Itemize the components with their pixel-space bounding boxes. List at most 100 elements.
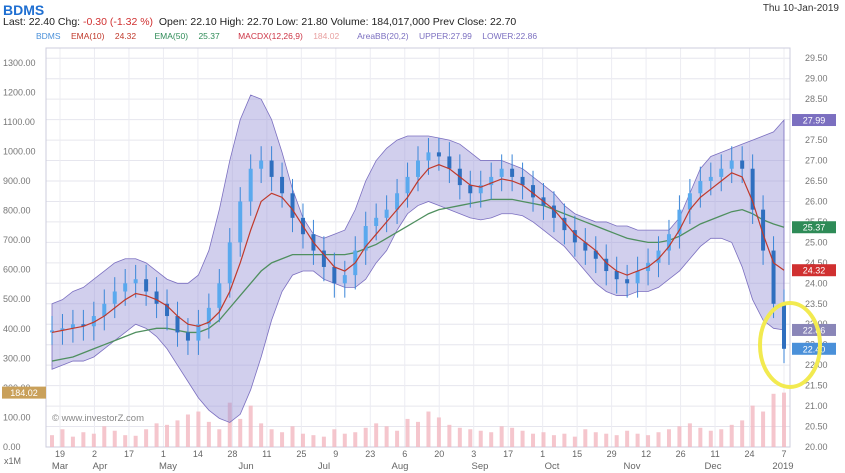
bollinger-band-area bbox=[51, 94, 785, 423]
volume-bar bbox=[656, 432, 661, 447]
prev-close-value: 22.70 bbox=[489, 16, 517, 28]
volume-bar bbox=[478, 430, 483, 447]
price-bar bbox=[593, 250, 598, 259]
volume-label: Volume: bbox=[330, 16, 369, 28]
volume-bar bbox=[750, 405, 755, 447]
price-bar bbox=[238, 201, 243, 243]
volume-bar bbox=[405, 418, 410, 447]
volume-bar bbox=[687, 423, 692, 447]
price-bar bbox=[604, 258, 609, 272]
left-volume-axis: 1300.00 1200.00 1100.00 1000.00 900.00 800.00… bbox=[3, 58, 36, 452]
y-tick-label: 24.50 bbox=[805, 258, 828, 268]
price-bar bbox=[572, 230, 577, 243]
price-bar bbox=[321, 250, 326, 267]
x-tick-label: 19 bbox=[55, 449, 65, 459]
price-bar bbox=[227, 242, 232, 284]
month-label: Oct bbox=[545, 461, 560, 472]
price-bar bbox=[248, 168, 253, 202]
x-tick-label: 7 bbox=[781, 449, 786, 459]
volume-tick-label: 500.00 bbox=[3, 294, 31, 304]
price-bar bbox=[91, 316, 96, 327]
volume-bars bbox=[50, 392, 786, 447]
price-bar bbox=[740, 160, 745, 169]
volume-tick-label: 700.00 bbox=[3, 235, 31, 245]
price-bar bbox=[50, 330, 54, 333]
y-tick-label: 21.50 bbox=[805, 381, 828, 391]
value-tag bbox=[792, 342, 836, 355]
volume-bar bbox=[290, 426, 295, 447]
price-bar bbox=[133, 279, 138, 284]
month-label: 2019 bbox=[772, 461, 793, 472]
value-tag-label: 27.99 bbox=[803, 116, 826, 126]
x-tick-label: 12 bbox=[641, 449, 651, 459]
price-bar bbox=[280, 176, 285, 194]
low-value: 21.80 bbox=[301, 16, 328, 28]
legend-ema50: EMA(50) 25.37 bbox=[155, 31, 228, 41]
price-bar bbox=[102, 303, 107, 317]
price-bar bbox=[217, 283, 222, 308]
chart-grid bbox=[45, 47, 791, 448]
value-tag bbox=[792, 323, 836, 336]
volume-bar bbox=[562, 433, 567, 447]
y-tick-label: 29.50 bbox=[805, 53, 828, 63]
volume-bar bbox=[123, 435, 128, 447]
price-bar bbox=[677, 209, 682, 235]
y-tick-label: 27.50 bbox=[805, 135, 828, 145]
price-bar bbox=[436, 152, 441, 157]
ema50-line bbox=[51, 198, 785, 362]
volume-bar bbox=[604, 433, 609, 447]
value-tag-label: 24.32 bbox=[803, 266, 826, 276]
price-bar bbox=[708, 176, 713, 181]
price-bar bbox=[719, 168, 724, 177]
last-value: 22.40 bbox=[28, 16, 55, 28]
month-label: Dec bbox=[705, 461, 722, 472]
x-tick-label: 11 bbox=[262, 449, 271, 459]
volume-bar bbox=[175, 420, 180, 447]
y-tick-label: 23.50 bbox=[805, 299, 828, 309]
volume-bar bbox=[572, 436, 577, 447]
volume-bar bbox=[583, 429, 588, 447]
price-bar bbox=[635, 271, 640, 284]
price-bar bbox=[520, 176, 525, 186]
y-tick-label: 26.00 bbox=[805, 196, 828, 206]
y-tick-label: 21.00 bbox=[805, 401, 828, 411]
volume-bar bbox=[677, 426, 682, 447]
legend-ema50-label: EMA(50) bbox=[154, 31, 189, 41]
price-bar bbox=[478, 185, 483, 194]
volume-bar bbox=[729, 424, 734, 447]
volume-bar bbox=[321, 436, 326, 447]
volume-bar bbox=[499, 426, 504, 447]
open-value: 22.10 bbox=[190, 16, 217, 28]
price-bar bbox=[70, 324, 75, 329]
volume-bar bbox=[468, 429, 473, 447]
month-label: Mar bbox=[52, 461, 68, 472]
volume-bar bbox=[363, 427, 368, 447]
volume-value: 184,017,000 bbox=[371, 16, 430, 28]
x-tick-label: 24 bbox=[745, 449, 755, 459]
volume-tick-label: 1300.00 bbox=[3, 58, 36, 68]
price-bar bbox=[395, 193, 400, 210]
volume-bar bbox=[196, 411, 201, 447]
price-bar bbox=[60, 328, 65, 331]
price-bar bbox=[656, 250, 661, 263]
price-bar bbox=[771, 250, 776, 304]
volume-tick-label: 1100.00 bbox=[3, 117, 35, 127]
legend-macdx-value: 184.02 bbox=[313, 31, 340, 41]
price-bar bbox=[666, 234, 671, 251]
chg-label: Chg: bbox=[57, 16, 81, 28]
volume-bar bbox=[551, 435, 556, 447]
volume-tick-label: 900.00 bbox=[3, 176, 31, 186]
volume-bar bbox=[154, 423, 159, 447]
price-bar bbox=[123, 283, 128, 292]
price-bar bbox=[625, 279, 630, 284]
x-tick-label: 23 bbox=[365, 449, 375, 459]
month-label: May bbox=[159, 461, 177, 472]
volume-tick-label: 600.00 bbox=[3, 265, 31, 275]
legend-ema10-label: EMA(10) bbox=[70, 31, 105, 41]
quote-date: Thu 10-Jan-2019 bbox=[762, 3, 839, 14]
legend-areabb: AreaBB(20,2) UPPER:27.99 LOWER:22.86 bbox=[357, 31, 545, 41]
volume-bar bbox=[70, 436, 75, 447]
price-bar bbox=[583, 242, 588, 251]
price-bar bbox=[468, 185, 473, 194]
